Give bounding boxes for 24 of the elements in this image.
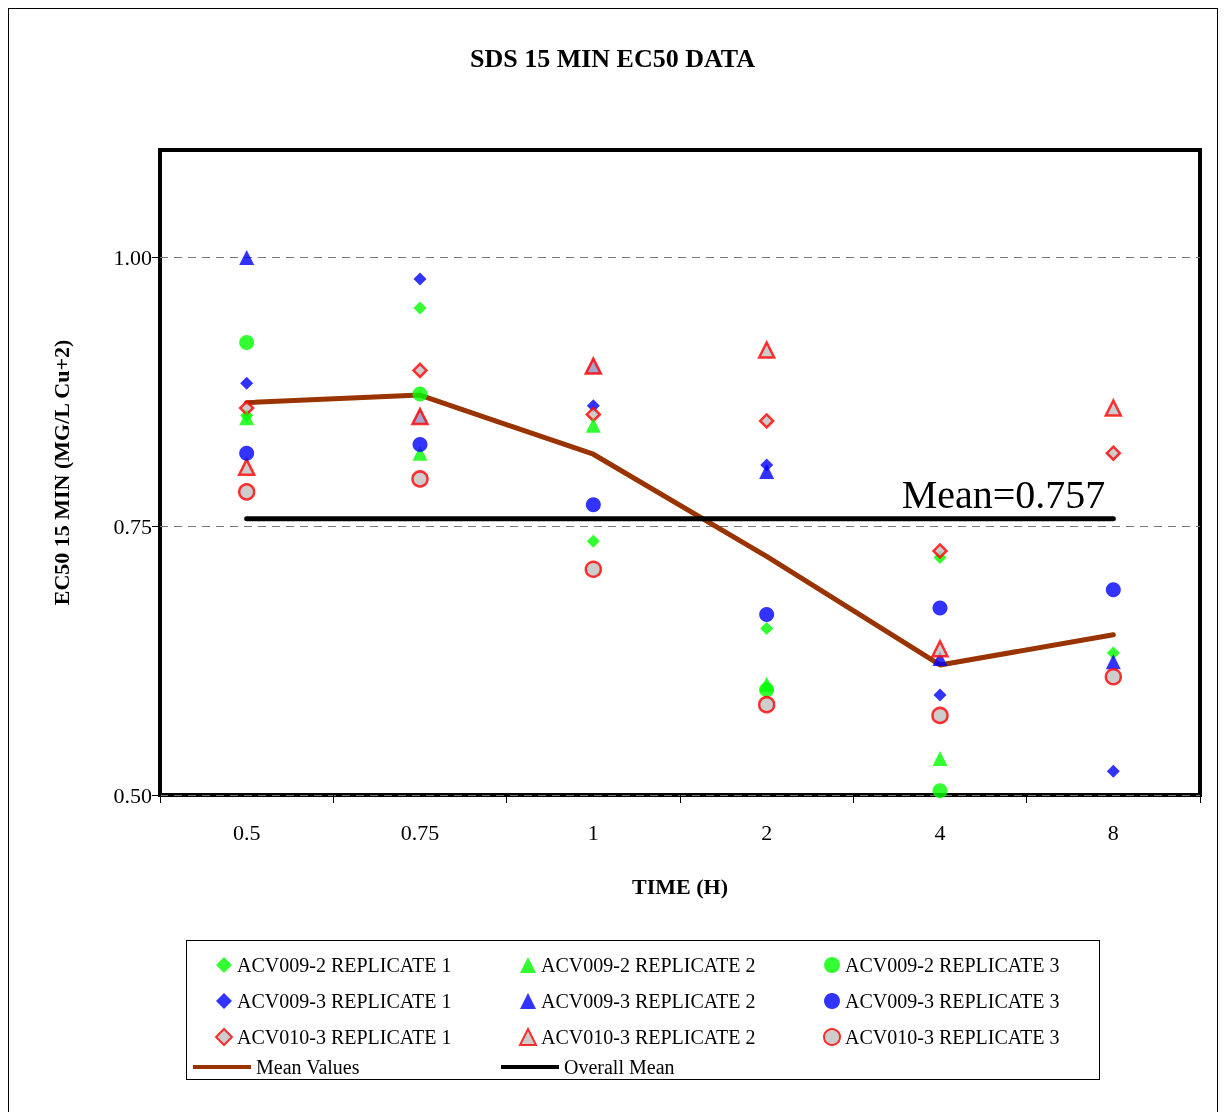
x-tick-label: 0.75 <box>400 819 440 845</box>
legend-label: ACV009-3 REPLICATE 2 <box>541 990 756 1012</box>
x-tick-label: 4 <box>934 819 946 845</box>
y-axis-title: EC50 15 MIN (MG/L Cu+2) <box>48 339 74 606</box>
y-tick-label: 1.00 <box>113 245 152 270</box>
legend-label: ACV009-2 REPLICATE 2 <box>541 954 756 976</box>
legend-label: ACV009-2 REPLICATE 3 <box>845 954 1060 976</box>
legend-label: Overall Mean <box>564 1056 675 1078</box>
legend-label: ACV009-2 REPLICATE 1 <box>237 954 452 976</box>
x-axis-title: TIME (H) <box>632 873 728 899</box>
x-tick-label: 2 <box>761 819 773 845</box>
legend-label: ACV010-3 REPLICATE 2 <box>541 1026 756 1048</box>
x-tick-label: 1 <box>587 819 599 845</box>
y-tick-label: 0.50 <box>113 782 152 808</box>
x-tick-label: 8 <box>1107 819 1119 845</box>
annotation: Mean=0.757 <box>901 472 1106 518</box>
legend-label: ACV010-3 REPLICATE 3 <box>845 1026 1060 1048</box>
chart-title: SDS 15 MIN EC50 DATA <box>469 43 756 73</box>
legend-label: ACV009-3 REPLICATE 3 <box>845 990 1060 1012</box>
x-tick-label: 0.5 <box>232 819 261 845</box>
legend-label: ACV010-3 REPLICATE 1 <box>237 1026 452 1048</box>
y-tick-label: 0.75 <box>113 513 152 539</box>
legend-label: Mean Values <box>256 1056 360 1078</box>
legend-label: ACV009-3 REPLICATE 1 <box>237 990 452 1012</box>
